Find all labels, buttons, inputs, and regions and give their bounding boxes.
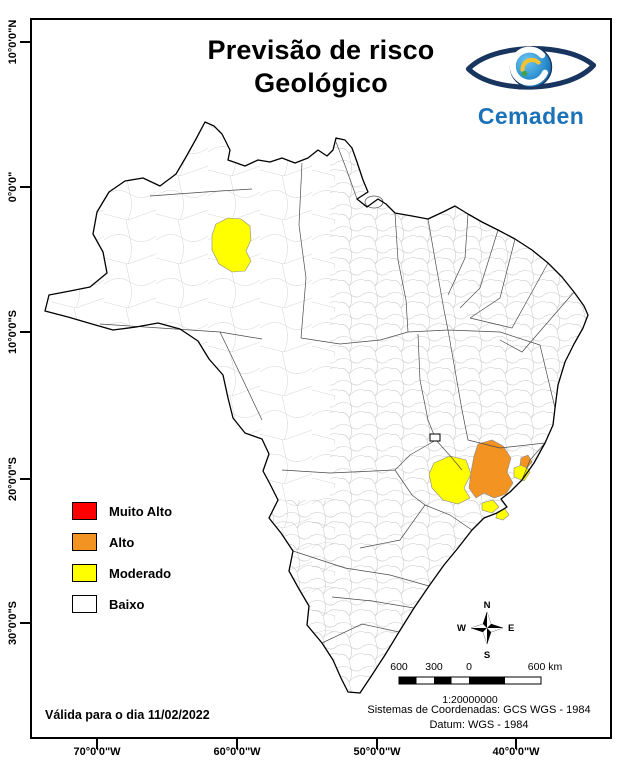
page-title: Previsão de risco Geológico	[32, 34, 610, 100]
page-title-line1: Previsão de risco	[207, 35, 435, 65]
legend-label-alto: Alto	[109, 534, 135, 550]
scale-bar: 600 300 0 600 km 1:20000000	[390, 661, 562, 706]
risk-region-amazonas-moderado	[211, 217, 252, 273]
scale-label-600-right: 600 km	[528, 661, 563, 673]
legend-label-baixo: Baixo	[109, 596, 145, 612]
compass-star-facet	[487, 628, 503, 632]
lat-label-0: 0°0'0"	[7, 171, 19, 203]
lat-label-10n: 10°0'0"N	[7, 19, 19, 65]
tick	[20, 331, 30, 333]
brazil-map: N S W E 600 300 0 600 km 1:20000000	[44, 121, 589, 706]
datum-text: Datum: WGS - 1984	[429, 718, 529, 731]
compass-rose: N S W E	[457, 600, 514, 661]
tick	[20, 622, 30, 624]
legend-swatch-alto	[72, 533, 97, 551]
legend-item-moderado: Moderado	[72, 564, 172, 582]
risk-legend: Muito Alto Alto Moderado Baixo	[72, 502, 172, 613]
legend-swatch-baixo	[72, 595, 97, 613]
compass-star-facet	[483, 628, 487, 644]
compass-north-label: N	[484, 600, 491, 611]
tick	[236, 739, 238, 749]
lat-label-10s: 10°0'0"S	[7, 309, 19, 355]
tick	[20, 41, 30, 43]
brazil-outline	[44, 121, 589, 694]
municipality-boundaries	[45, 122, 588, 693]
compass-star-facet	[471, 624, 487, 628]
lon-label-40w: 40°0'0"W	[492, 746, 540, 758]
tick	[515, 739, 517, 749]
risk-region-espirito-santo-alto	[519, 454, 533, 469]
legend-item-muito-alto: Muito Alto	[72, 502, 172, 520]
lat-label-30s: 30°0'0"S	[7, 600, 19, 646]
legend-label-moderado: Moderado	[109, 565, 172, 581]
legend-label-muito-alto: Muito Alto	[109, 503, 173, 519]
tick	[376, 739, 378, 749]
lon-label-60w: 60°0'0"W	[213, 746, 261, 758]
state-boundaries	[99, 141, 575, 644]
validity-date-text: Válida para o dia 11/02/2022	[45, 708, 210, 722]
lon-label-50w: 50°0'0"W	[353, 746, 401, 758]
compass-east-label: E	[508, 623, 514, 634]
distrito-federal-outline	[429, 433, 441, 442]
lon-label-70w: 70°0'0"W	[73, 746, 121, 758]
lat-label-20s: 20°0'0"S	[7, 456, 19, 502]
tick	[20, 186, 30, 188]
compass-star-facet	[487, 612, 491, 628]
risk-region-southeast-central-alto	[468, 439, 514, 499]
scale-label-0: 0	[466, 661, 472, 673]
legend-item-baixo: Baixo	[72, 595, 172, 613]
cemaden-eye-icon	[465, 46, 597, 90]
legend-item-alto: Alto	[72, 533, 172, 551]
tick	[20, 478, 30, 480]
scale-label-300: 300	[425, 661, 443, 673]
cemaden-logo-text: Cemaden	[477, 103, 585, 129]
coordinate-system-block: Sistemas de Coordenadas: GCS WGS - 1984 …	[350, 703, 608, 732]
compass-south-label: S	[484, 650, 490, 661]
page-title-line2: Geológico	[254, 67, 388, 98]
risk-region-rio-coast-moderado-1	[481, 499, 500, 514]
legend-swatch-muito-alto	[72, 502, 97, 520]
tick	[96, 739, 98, 749]
coordinate-system-text: Sistemas de Coordenadas: GCS WGS - 1984	[367, 704, 591, 716]
map-frame: N S W E 600 300 0 600 km 1:20000000	[30, 18, 612, 739]
compass-west-label: W	[457, 623, 466, 634]
legend-swatch-moderado	[72, 564, 97, 582]
cemaden-logo: Cemaden	[456, 36, 606, 130]
scale-ratio: 1:20000000	[442, 694, 498, 706]
scale-label-600-left: 600	[390, 661, 408, 673]
